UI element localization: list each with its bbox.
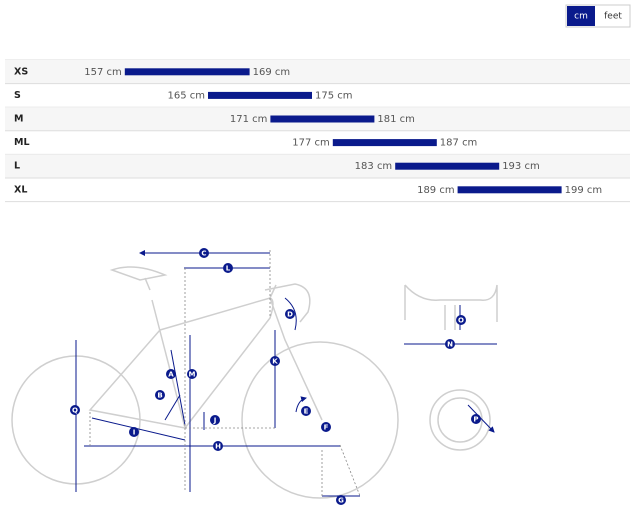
dimension-badge (166, 369, 176, 379)
saddle (109, 266, 168, 281)
dimension-badge (155, 390, 165, 400)
dimension-badge (471, 414, 481, 424)
toggle-option[interactable]: cm (574, 12, 588, 22)
high-label: 175 cm (315, 90, 353, 101)
range-bar (457, 186, 562, 194)
low-label: 171 cm (230, 114, 268, 125)
size-label: L (14, 161, 20, 172)
row-bg (5, 154, 630, 178)
dimension-letter: D (287, 311, 293, 319)
dimension-badge (285, 309, 295, 319)
dimension-badge (270, 356, 280, 366)
dimension-badge (199, 248, 209, 258)
high-label: 193 cm (502, 161, 540, 172)
low-label: 165 cm (167, 90, 205, 101)
dimension-letter: G (338, 497, 344, 505)
range-bar (208, 91, 312, 99)
range-bar (270, 115, 375, 123)
dimension-badge (187, 369, 197, 379)
size-label: S (14, 90, 21, 101)
size-label: XL (14, 184, 27, 195)
range-bar (395, 162, 500, 170)
dimension-letter: L (226, 265, 231, 273)
dimension-letter: I (133, 429, 136, 437)
bike-geometry-diagram: C L D K M A B Q J E F I H G O N P (11, 248, 498, 505)
dimension-lines (75, 253, 497, 497)
size-label: XS (14, 66, 28, 77)
dimension-letter: A (168, 371, 174, 379)
dimension-letter: M (189, 371, 196, 379)
dimension-badge (70, 405, 80, 415)
dimension-badge (321, 422, 331, 432)
high-label: 169 cm (253, 67, 291, 78)
dimension-letter: P (473, 416, 478, 424)
dimension-badge (129, 427, 139, 437)
low-label: 157 cm (84, 67, 122, 78)
handlebar-front (404, 284, 498, 330)
range-bar (124, 68, 250, 76)
row-bg (5, 60, 630, 84)
dimension-letter: K (272, 358, 278, 366)
dimension-badge (301, 406, 311, 416)
high-label: 181 cm (377, 114, 415, 125)
dimension-letter: E (304, 408, 309, 416)
dimension-letter: C (201, 250, 206, 258)
size-table: XS 157 cm 169 cm S 165 cm 175 cm M 171 cm 181 cm… (5, 59, 630, 203)
dimension-letter: Q (72, 407, 78, 415)
front-wheel (241, 341, 399, 499)
dimension-letter: N (447, 341, 453, 349)
guide-lines (89, 250, 361, 497)
dimension-badge (213, 441, 223, 451)
low-label: 177 cm (292, 138, 330, 149)
dimension-letter: F (324, 424, 329, 432)
dimension-badge (456, 315, 466, 325)
size-label: ML (14, 137, 30, 148)
chainring (429, 389, 491, 451)
toggle-selected (567, 6, 595, 26)
dimension-badge (445, 339, 455, 349)
dimension-badge (223, 263, 233, 273)
dimension-letter: H (215, 443, 221, 451)
dimension-badge (210, 415, 220, 425)
dimension-badge (336, 495, 346, 505)
dimension-letter: J (213, 417, 217, 425)
dimension-letter: O (458, 317, 464, 325)
range-bar (332, 139, 437, 147)
low-label: 189 cm (417, 185, 455, 196)
high-label: 187 cm (440, 138, 478, 149)
unit-toggle: cm feet (565, 4, 631, 28)
dimension-letter: B (157, 392, 162, 400)
angle-arcs (284, 297, 306, 413)
toggle-option[interactable]: feet (604, 12, 622, 22)
high-label: 199 cm (565, 185, 603, 196)
low-label: 183 cm (355, 161, 393, 172)
size-label: M (14, 114, 23, 125)
